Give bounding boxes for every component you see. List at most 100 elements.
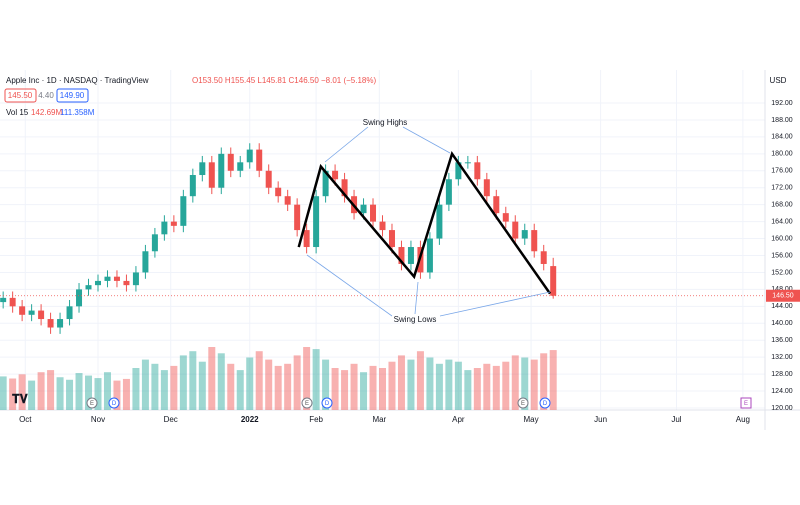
volume-bar	[312, 349, 320, 410]
y-tick-label: 140.00	[771, 320, 793, 327]
volume-bar	[502, 361, 510, 410]
volume-bar	[303, 347, 311, 410]
y-tick-label: 152.00	[771, 269, 793, 276]
volume-bar	[255, 351, 263, 410]
volume-bar	[227, 363, 235, 410]
volume-bar	[160, 370, 168, 410]
candle-body	[388, 230, 395, 248]
event-marker	[740, 397, 752, 409]
y-tick-label: 128.00	[771, 371, 793, 378]
volume-bar	[75, 373, 83, 410]
volume-bar	[483, 363, 491, 410]
candle-body	[85, 285, 92, 290]
candle-body	[540, 251, 547, 264]
candle-body	[436, 204, 443, 239]
chart-title: Apple Inc · 1D · NASDAQ · TradingView	[6, 76, 149, 85]
volume-bar	[388, 361, 396, 410]
candle-body	[379, 221, 386, 231]
y-tick-label: 160.00	[771, 235, 793, 242]
candle-body	[550, 266, 557, 296]
candle-body	[76, 289, 83, 307]
volume-ma-value: 111.358M	[60, 108, 95, 117]
candle-body	[170, 221, 177, 226]
annotation: Swing Lows	[394, 315, 437, 324]
candle-body	[180, 196, 187, 226]
volume-bar	[246, 357, 254, 410]
volume-bar	[511, 355, 519, 410]
candle-body	[332, 170, 339, 180]
volume-bar	[189, 351, 197, 410]
volume-bar	[473, 368, 481, 410]
bid-box	[4, 88, 37, 103]
volume-bar	[540, 353, 548, 410]
volume-bar	[341, 370, 349, 410]
candle-body	[47, 319, 54, 328]
y-tick-label: 136.00	[771, 337, 793, 344]
y-tick-label: 148.00	[771, 286, 793, 293]
candle-body	[531, 230, 538, 252]
candle-body	[218, 153, 225, 188]
candle-body	[132, 272, 139, 286]
volume-bar	[530, 359, 538, 410]
x-tick-label: Mar	[372, 415, 386, 424]
candle-body	[502, 213, 509, 222]
volume-bar	[179, 355, 187, 410]
candle-body	[189, 175, 196, 197]
candle-body	[246, 149, 253, 163]
candle-body	[284, 196, 291, 205]
candle-body	[237, 162, 244, 171]
volume-bar	[454, 361, 462, 410]
y-tick-label: 184.00	[771, 134, 793, 141]
volume-bar	[379, 368, 386, 410]
volume-bar	[170, 365, 178, 410]
candle-body	[57, 319, 64, 328]
last-price-label: 146.50	[772, 293, 794, 300]
candle-body	[521, 230, 528, 239]
volume-bar	[521, 357, 529, 410]
candle-body	[113, 276, 120, 281]
volume-bar	[103, 372, 111, 410]
volume-bar	[265, 359, 273, 410]
volume-bar	[284, 363, 292, 410]
y-tick-label: 144.00	[771, 303, 793, 310]
candle-body	[360, 204, 367, 214]
volume-bar	[369, 365, 377, 410]
candle-body	[104, 276, 111, 281]
volume-bar	[66, 379, 74, 410]
y-tick-label: 172.00	[771, 185, 793, 192]
volume-bar	[0, 376, 7, 410]
event-label: E	[90, 401, 94, 407]
candle-body	[294, 204, 301, 231]
annotation: Swing Highs	[363, 118, 407, 127]
candle-body	[493, 196, 500, 214]
candle-body	[275, 187, 282, 197]
volume-bar	[274, 365, 282, 410]
volume-bar	[28, 380, 36, 410]
candle-body	[341, 179, 348, 197]
ask: 149.90	[60, 91, 85, 100]
volume-bar	[132, 368, 140, 410]
candle-body	[426, 238, 433, 273]
x-tick-label: Apr	[452, 415, 465, 424]
volume-bar	[549, 350, 557, 410]
event-marker	[517, 397, 529, 409]
bid: 145.50	[8, 91, 33, 100]
y-tick-label: 156.00	[771, 252, 793, 259]
candle-body	[66, 306, 73, 320]
volume-bar	[293, 355, 301, 410]
volume-bar	[416, 351, 424, 410]
volume-bar	[208, 347, 216, 410]
y-tick-label: 120.00	[771, 405, 793, 412]
event-label: E	[744, 401, 748, 407]
volume-bar	[435, 363, 443, 410]
event-marker	[321, 397, 333, 409]
x-tick-label: Nov	[91, 415, 105, 424]
swing-line	[297, 151, 552, 295]
candle-body	[265, 170, 272, 188]
candle-body	[398, 247, 405, 264]
y-tick-label: 132.00	[771, 354, 793, 361]
volume-bar	[37, 372, 45, 410]
candle-body	[313, 196, 320, 248]
x-tick-label: Oct	[19, 415, 32, 424]
